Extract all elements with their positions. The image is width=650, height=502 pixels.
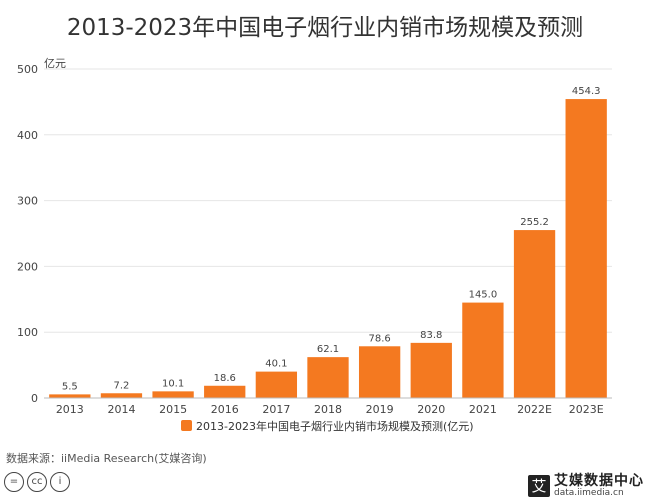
x-tick-label-2023E: 2023E	[569, 403, 604, 416]
data-label-2015: 10.1	[162, 378, 184, 389]
data-label-2018: 62.1	[317, 344, 339, 355]
bars	[49, 99, 607, 398]
bar-2022E	[513, 230, 556, 398]
data-label-2016: 18.6	[214, 373, 236, 384]
x-tick-label-2019: 2019	[366, 403, 394, 416]
cc-icon: cc	[27, 472, 47, 492]
bar-2016	[204, 385, 246, 398]
person-icon: i	[50, 472, 70, 492]
y-tick-label: 300	[17, 195, 38, 208]
data-label-2014: 7.2	[114, 380, 130, 391]
y-tick-label: 500	[17, 63, 38, 76]
data-label-2017: 40.1	[265, 359, 287, 370]
x-tick-label-2016: 2016	[211, 403, 239, 416]
x-tick-label-2013: 2013	[56, 403, 84, 416]
data-labels: 5.5 7.2 10.1 18.6 40.1 62.1 78.6 83.8 145.0 255.2…	[62, 86, 601, 392]
x-tick-label-2021: 2021	[469, 403, 497, 416]
bar-2023E	[565, 99, 607, 398]
brand-name: 艾媒数据中心	[554, 473, 644, 489]
y-axis: 0 100 200 300 400 500	[17, 63, 38, 405]
bar-2015	[152, 391, 194, 398]
x-tick-label-2020: 2020	[417, 403, 445, 416]
legend: 2013-2023年中国电子烟行业内销市场规模及预测(亿元)	[181, 419, 474, 433]
chart-title: 2013-2023年中国电子烟行业内销市场规模及预测	[66, 15, 584, 41]
bar-2017	[255, 371, 298, 398]
bar-2020	[410, 342, 452, 398]
y-tick-label: 100	[17, 326, 38, 339]
x-tick-label-2015: 2015	[159, 403, 187, 416]
bar-2018	[307, 357, 349, 398]
data-label-2023E: 454.3	[572, 86, 601, 97]
y-tick-label: 0	[31, 392, 38, 405]
x-tick-label-2022E: 2022E	[517, 403, 552, 416]
data-label-2022E: 255.2	[520, 217, 549, 228]
bar-2021	[462, 302, 504, 398]
x-tick-label-2017: 2017	[262, 403, 290, 416]
bar-2019	[358, 346, 401, 398]
legend-label: 2013-2023年中国电子烟行业内销市场规模及预测(亿元)	[196, 419, 474, 433]
bar-2013	[49, 394, 91, 398]
x-axis: 2013 2014 2015 2016 2017 2018 2019 2020 2021 2022…	[44, 397, 612, 416]
data-label-2013: 5.5	[62, 381, 78, 392]
equals-icon: =	[4, 472, 24, 492]
legend-swatch	[181, 420, 192, 431]
y-tick-label: 200	[17, 260, 38, 273]
brand-logo: 艾 艾媒数据中心 data.iimedia.cn	[528, 474, 644, 498]
source-note: 数据来源：iiMedia Research(艾媒咨询)	[6, 452, 207, 465]
data-label-2019: 78.6	[369, 333, 391, 344]
x-tick-label-2014: 2014	[107, 403, 135, 416]
data-label-2021: 145.0	[469, 290, 498, 301]
bar-2014	[100, 393, 143, 398]
brand-mark-icon: 艾	[528, 475, 550, 497]
brand-url: data.iimedia.cn	[554, 488, 624, 498]
x-tick-label-2018: 2018	[314, 403, 342, 416]
y-tick-label: 400	[17, 129, 38, 142]
license-icons: = cc i	[4, 472, 70, 492]
y-axis-label: 亿元	[44, 57, 66, 70]
data-label-2020: 83.8	[420, 330, 442, 341]
